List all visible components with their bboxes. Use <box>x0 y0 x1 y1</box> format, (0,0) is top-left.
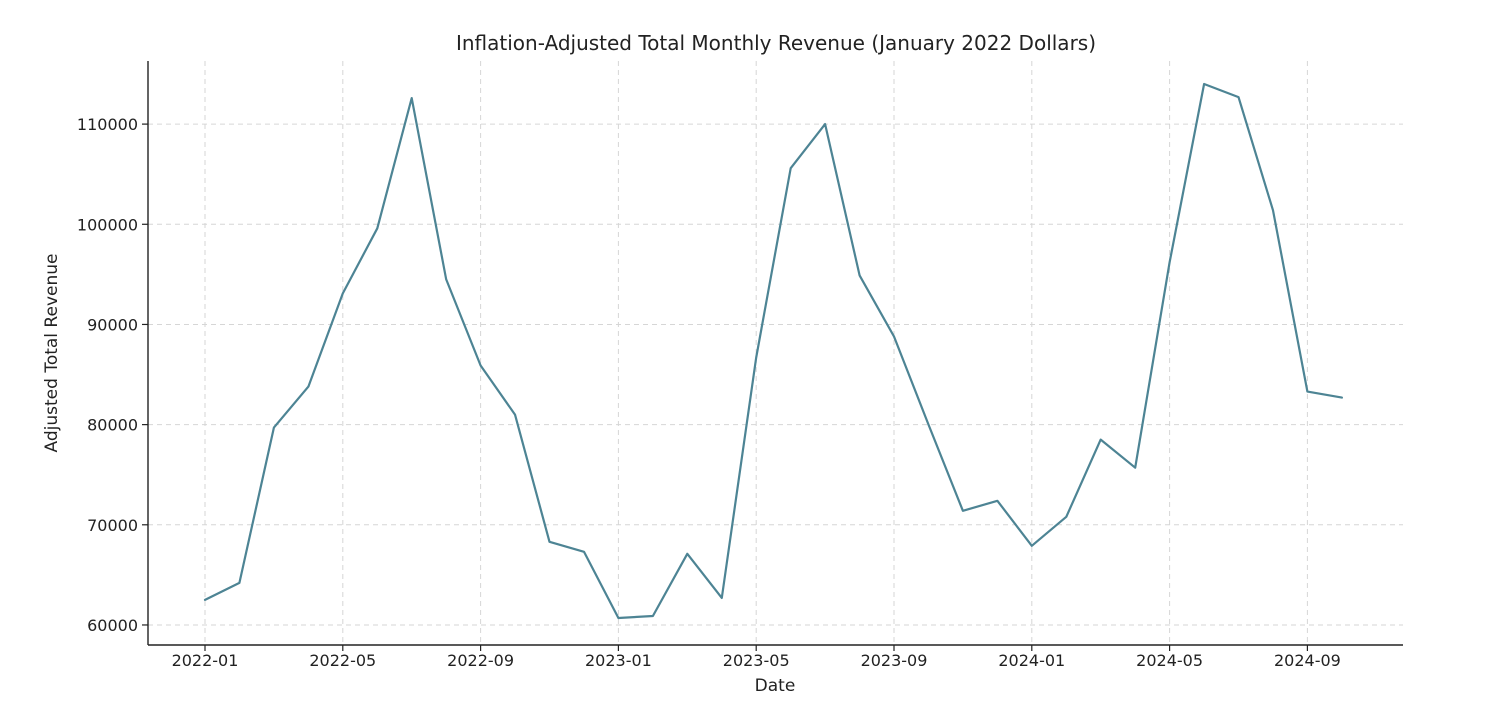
x-tick-label: 2024-01 <box>998 651 1065 670</box>
y-axis-label: Adjusted Total Revenue <box>42 254 62 453</box>
x-axis-label: Date <box>755 676 796 696</box>
x-tick-label: 2022-05 <box>309 651 376 670</box>
y-tick-label: 60000 <box>87 616 138 635</box>
axes <box>147 61 1403 646</box>
y-ticks: 60000 70000 80000 90000 100000 110000 <box>77 115 148 635</box>
x-tick-label: 2022-09 <box>447 651 514 670</box>
series-group <box>203 82 1344 620</box>
y-tick-label: 70000 <box>87 516 138 535</box>
y-tick-label: 100000 <box>77 215 138 234</box>
y-tick-label: 110000 <box>77 115 138 134</box>
x-tick-label: 2024-09 <box>1274 651 1341 670</box>
y-tick-label: 90000 <box>87 315 138 334</box>
x-tick-label: 2023-05 <box>723 651 790 670</box>
x-tick-label: 2022-01 <box>172 651 239 670</box>
chart-title: Inflation-Adjusted Total Monthly Revenue… <box>456 31 1096 55</box>
x-tick-label: 2023-09 <box>861 651 928 670</box>
series-line <box>203 82 1344 620</box>
grid <box>148 61 1403 645</box>
x-tick-label: 2024-05 <box>1136 651 1203 670</box>
x-ticks: 2022-01 2022-05 2022-09 2023-01 2023-05 2023-… <box>172 645 1341 670</box>
y-tick-label: 80000 <box>87 416 138 435</box>
x-tick-label: 2023-01 <box>585 651 652 670</box>
